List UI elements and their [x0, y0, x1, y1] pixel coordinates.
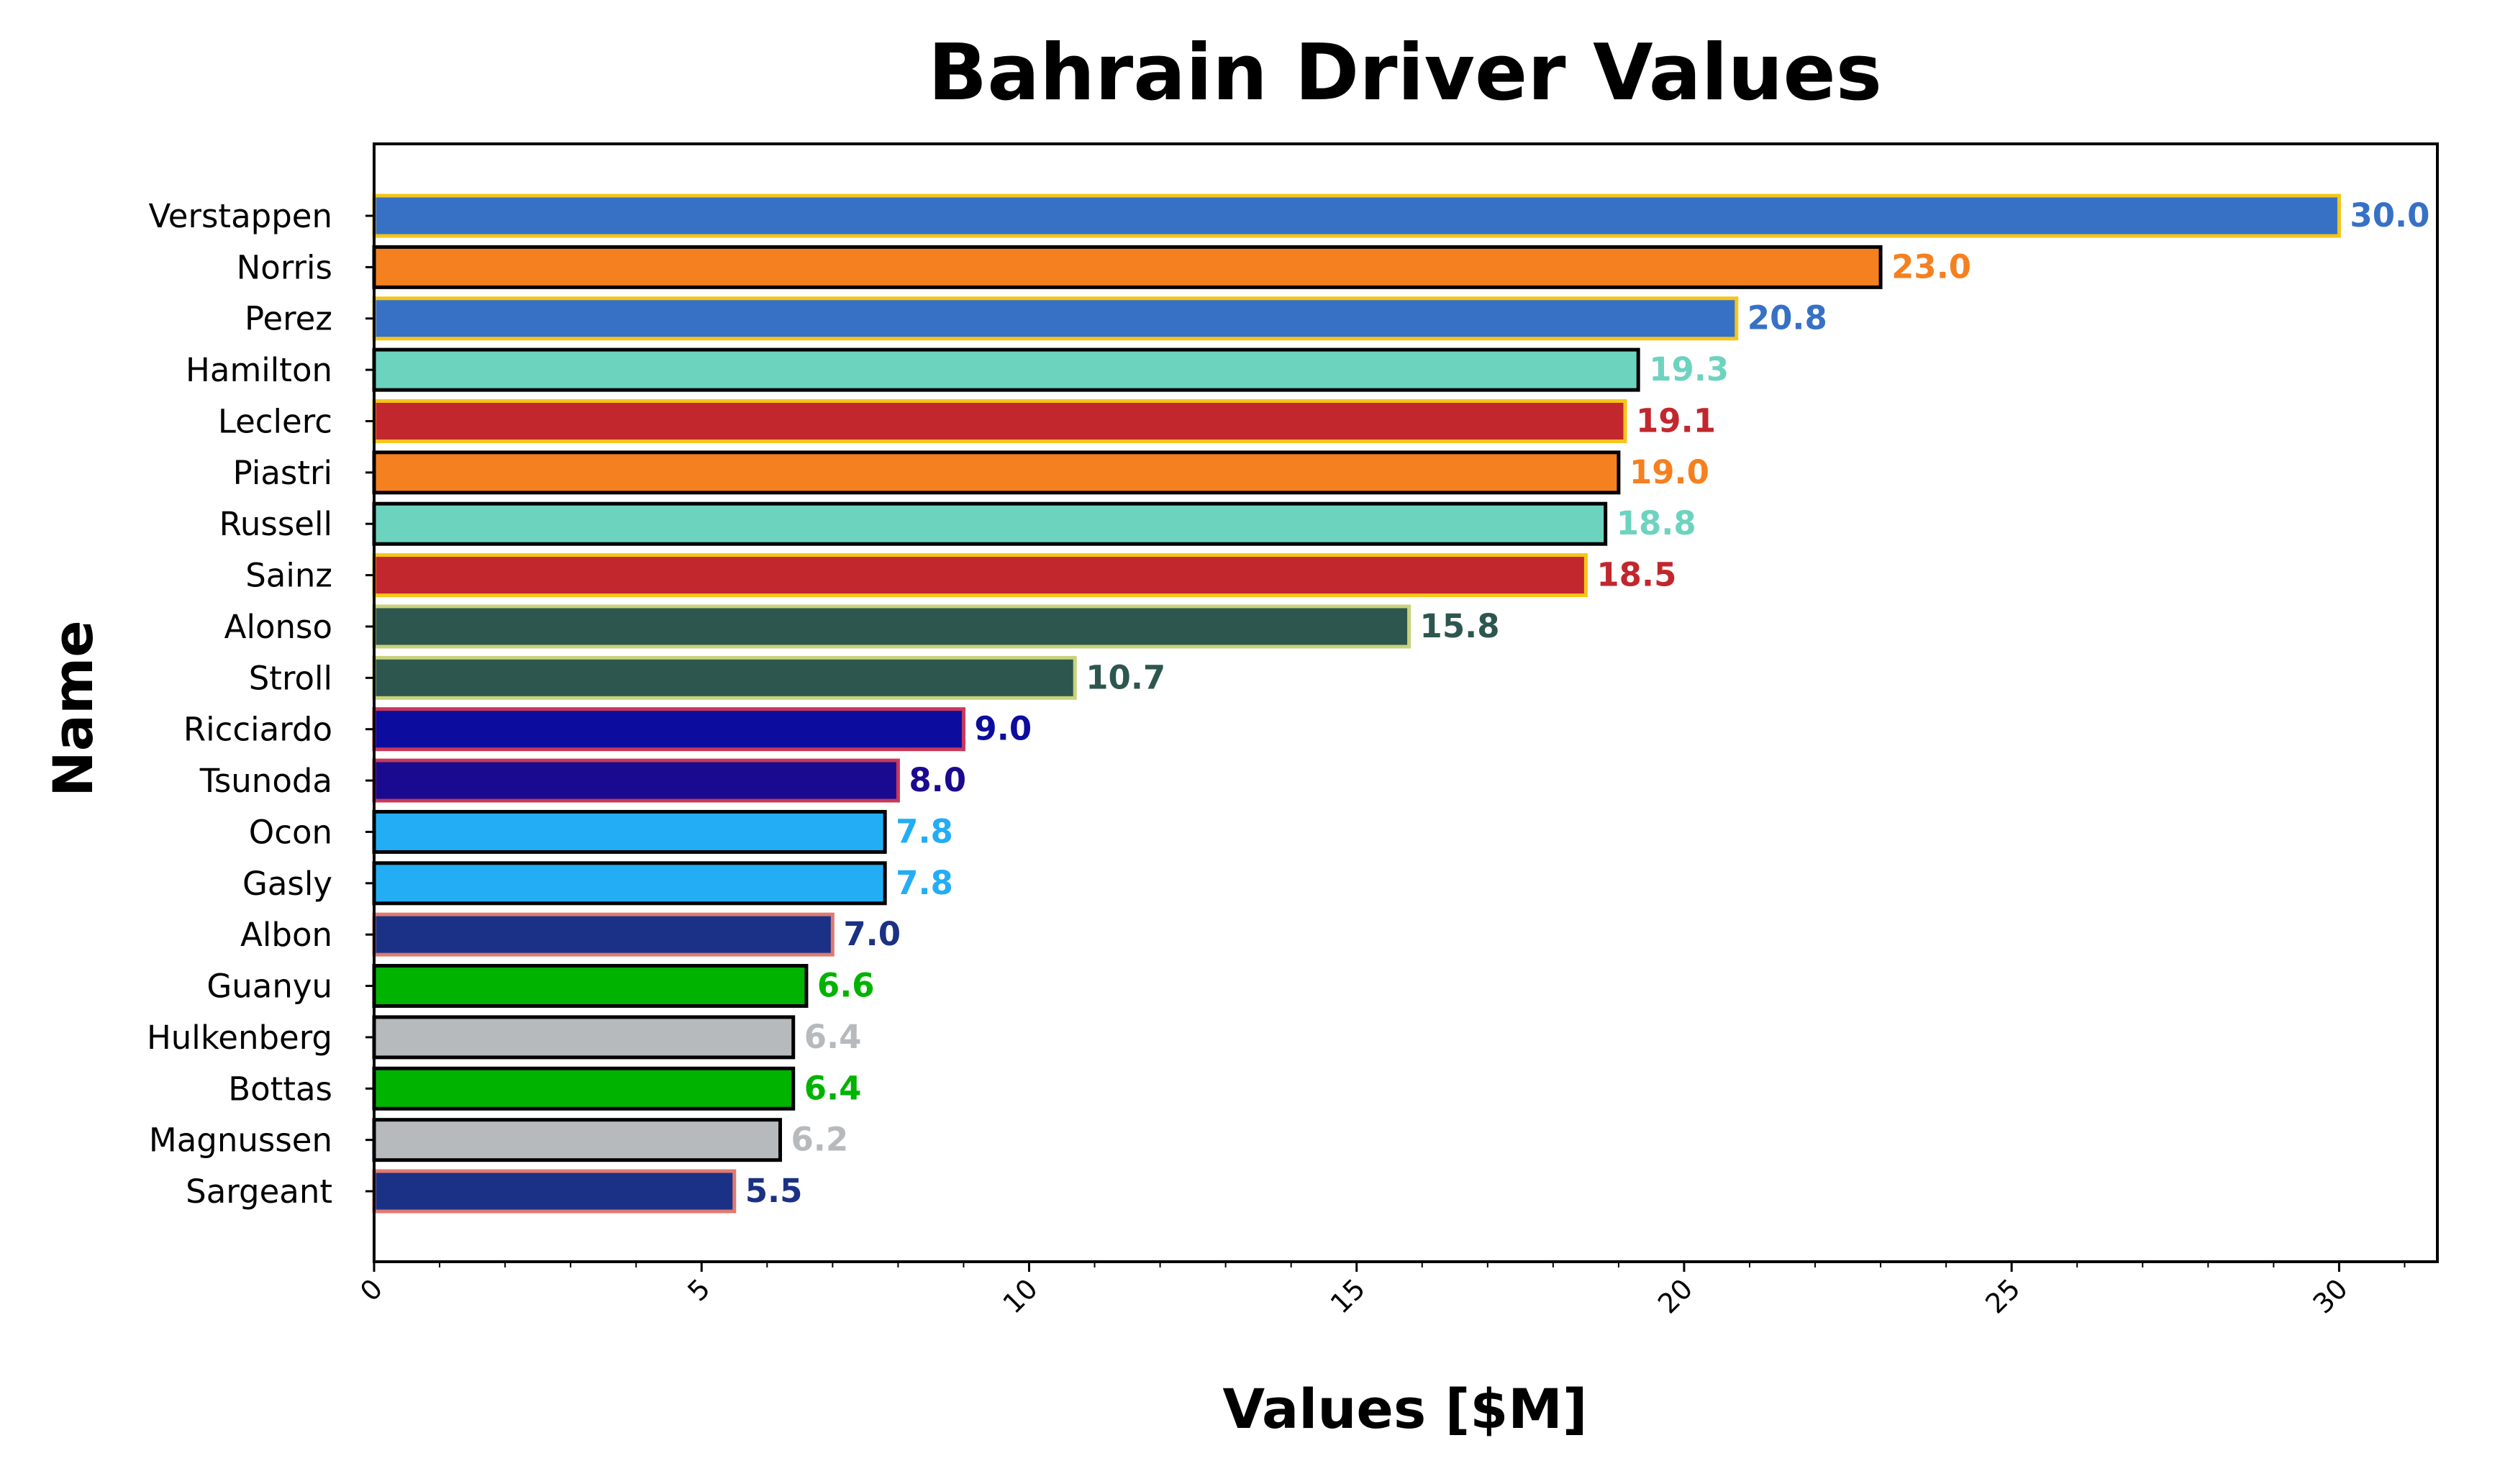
y-tick-label-stroll: Stroll	[249, 659, 332, 697]
value-label-magnussen: 6.2	[791, 1121, 848, 1159]
value-label-sainz: 18.5	[1596, 556, 1676, 594]
value-label-verstappen: 30.0	[2350, 196, 2429, 235]
bar-alonso	[372, 604, 1411, 649]
y-tick-label-verstappen: Verstappen	[149, 197, 332, 235]
y-tick-label-sargeant: Sargeant	[186, 1173, 332, 1211]
value-label-perez: 20.8	[1747, 299, 1827, 337]
value-label-stroll: 10.7	[1086, 658, 1165, 696]
value-label-piastri: 19.0	[1629, 453, 1709, 491]
x-tick-label: 0	[354, 1273, 388, 1307]
bar-ricciardo	[372, 707, 965, 752]
value-label-gasly: 7.8	[896, 864, 953, 902]
value-label-russell: 18.8	[1617, 504, 1696, 542]
y-tick-label-bottas: Bottas	[228, 1070, 332, 1108]
value-label-alonso: 15.8	[1420, 607, 1500, 645]
plot-frame	[373, 142, 2439, 1263]
value-label-leclerc: 19.1	[1636, 401, 1716, 440]
y-tick-label-hamilton: Hamilton	[186, 351, 332, 389]
y-tick-label-magnussen: Magnussen	[149, 1121, 332, 1160]
value-label-sargeant: 5.5	[745, 1172, 803, 1210]
y-tick-label-tsunoda: Tsunoda	[199, 762, 332, 800]
y-tick-label-hulkenberg: Hulkenberg	[147, 1019, 332, 1057]
bars-group	[372, 194, 2341, 1214]
x-tick-label: 5	[681, 1273, 716, 1307]
bar-bottas	[372, 1066, 796, 1111]
bar-norris	[372, 245, 1883, 289]
value-label-hamilton: 19.3	[1649, 350, 1729, 388]
y-tick-label-piastri: Piastri	[233, 454, 332, 492]
bar-ocon	[372, 809, 887, 854]
value-label-ocon: 7.8	[896, 812, 953, 850]
value-label-norris: 23.0	[1891, 247, 1971, 286]
bar-albon	[372, 912, 835, 957]
value-labels-group: 30.0 23.0 20.8 19.3 19.1 19.0 18.8 18.5 15.8 10.7…	[745, 196, 2430, 1210]
bar-sargeant	[372, 1169, 737, 1214]
x-axis-label: Values [$M]	[1222, 1377, 1587, 1441]
x-tick-label: 30	[2306, 1273, 2353, 1319]
x-tick-label: 20	[1652, 1273, 1699, 1319]
y-tick-label-leclerc: Leclerc	[218, 402, 332, 440]
x-axis: 0 5 10 15 20 25 30	[354, 1262, 2406, 1320]
bar-verstappen	[372, 194, 2341, 238]
bar-perez	[372, 296, 1739, 341]
bar-piastri	[372, 450, 1621, 495]
value-label-albon: 7.0	[843, 915, 901, 953]
bar-russell	[372, 501, 1608, 546]
y-tick-label-perez: Perez	[245, 300, 332, 338]
y-tick-label-norris: Norris	[237, 248, 332, 286]
y-tick-label-ocon: Ocon	[249, 813, 332, 851]
bar-tsunoda	[372, 758, 900, 803]
y-tick-label-alonso: Alonso	[224, 608, 332, 646]
x-tick-label: 15	[1324, 1273, 1371, 1319]
value-label-bottas: 6.4	[804, 1069, 862, 1107]
bar-magnussen	[372, 1118, 782, 1162]
bar-guanyu	[372, 964, 809, 1009]
y-tick-label-gasly: Gasly	[242, 865, 332, 903]
y-tick-label-sainz: Sainz	[245, 557, 332, 595]
bar-hamilton	[372, 347, 1640, 392]
bar-hulkenberg	[372, 1015, 796, 1060]
value-label-ricciardo: 9.0	[974, 710, 1032, 748]
x-tick-label: 10	[997, 1273, 1044, 1319]
y-axis: Verstappen Norris Perez Hamilton Leclerc Pias…	[147, 197, 374, 1211]
value-label-hulkenberg: 6.4	[804, 1018, 862, 1056]
y-tick-label-russell: Russell	[219, 505, 332, 543]
y-tick-label-ricciardo: Ricciardo	[183, 711, 332, 749]
bar-gasly	[372, 861, 887, 906]
x-tick-label: 25	[1979, 1273, 2026, 1319]
bar-stroll	[372, 655, 1077, 700]
chart-title: Bahrain Driver Values	[928, 28, 1882, 118]
bar-sainz	[372, 553, 1588, 598]
value-label-guanyu: 6.6	[817, 967, 875, 1005]
y-tick-label-albon: Albon	[240, 916, 332, 954]
y-tick-label-guanyu: Guanyu	[206, 968, 332, 1006]
y-axis-label: Name	[41, 620, 105, 797]
bar-leclerc	[372, 399, 1627, 443]
value-label-tsunoda: 8.0	[909, 761, 966, 799]
